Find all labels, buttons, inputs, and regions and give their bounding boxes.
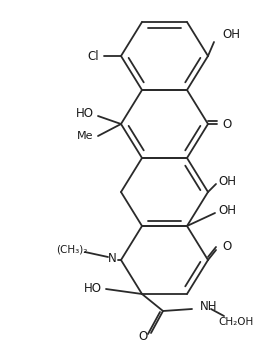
Text: N: N — [108, 251, 116, 265]
Text: Cl: Cl — [87, 50, 99, 62]
Text: O: O — [222, 117, 231, 131]
Text: HO: HO — [84, 282, 102, 296]
Text: HO: HO — [76, 106, 94, 120]
Text: OH: OH — [218, 203, 236, 216]
Text: OH: OH — [218, 175, 236, 187]
Text: CH₂OH: CH₂OH — [218, 317, 254, 327]
Text: (CH₃)₂: (CH₃)₂ — [56, 245, 88, 255]
Text: OH: OH — [222, 27, 240, 40]
Text: Me: Me — [77, 131, 93, 141]
Text: O: O — [222, 241, 231, 253]
Text: O: O — [138, 331, 148, 343]
Text: NH: NH — [200, 301, 217, 313]
